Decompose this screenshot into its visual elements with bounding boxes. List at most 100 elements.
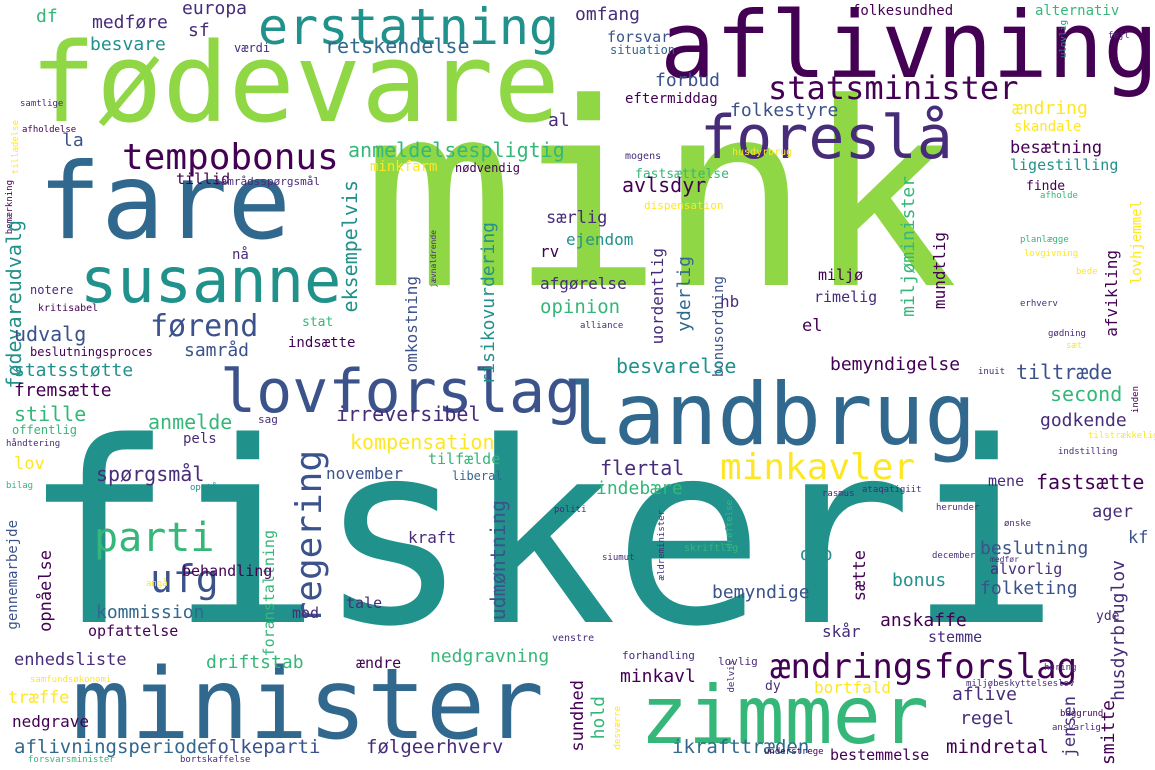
word-bilag: bilag xyxy=(6,481,34,491)
word-miljo: miljø xyxy=(818,266,864,284)
word-fremsaette: fremsætte xyxy=(14,380,112,401)
word-stat: stat xyxy=(302,315,334,330)
word-kritisabel: kritisabel xyxy=(38,303,99,314)
word-opfattelse: opfattelse xyxy=(88,622,179,640)
word-sf: sf xyxy=(188,20,210,41)
word-statsstotte: statsstøtte xyxy=(14,360,134,381)
word-miljobeskyttelseslov: miljøbeskyttelseslov xyxy=(966,679,1075,689)
word-erhverv: erhverv xyxy=(1020,299,1058,309)
word-behandling: behandling xyxy=(182,562,273,580)
word-regel: regel xyxy=(960,708,1015,729)
word-jaevnaldrende: jævnaldrende xyxy=(429,230,438,288)
word-ataqatigiit: ataqatigiit xyxy=(862,485,922,495)
word-medfor: medfør xyxy=(990,555,1019,564)
word-ufg: ufg xyxy=(150,557,219,601)
word-november: november xyxy=(326,464,404,483)
word-indsaette: indsætte xyxy=(288,335,356,351)
word-irreversibel: irreversibel xyxy=(336,402,481,426)
word-indebaere: indebære xyxy=(596,478,683,499)
word-tillid: tillid xyxy=(176,170,231,188)
word-erstatning: erstatning xyxy=(258,0,560,56)
word-notere: notere xyxy=(30,283,74,297)
word-lov: lov xyxy=(14,454,45,474)
word-driftstab: driftstab xyxy=(206,652,304,673)
word-hold: hold xyxy=(588,696,609,740)
word-parti: parti xyxy=(94,515,215,561)
word-foranstaltning: foranstaltning xyxy=(260,530,278,657)
word-afholdelse: afholdelse xyxy=(22,125,77,135)
word-fastsaette: fastsætte xyxy=(1036,470,1145,494)
word-kompensation: kompensation xyxy=(350,430,495,454)
word-al: al xyxy=(548,110,570,131)
word-mink: mink xyxy=(362,49,958,346)
word-fejl: fejl xyxy=(1108,31,1130,41)
word-skriftlig: skriftlig xyxy=(684,543,739,554)
word-retskendelse: retskendelse xyxy=(325,34,470,58)
word-opstaa: opstå xyxy=(190,483,218,493)
word-stille: stille xyxy=(14,402,87,426)
word-la: la xyxy=(62,130,84,151)
word-smitte: smitte xyxy=(1098,700,1119,766)
word-drafteise: drøftelse xyxy=(725,500,735,549)
word-offentlig: offentlig xyxy=(12,423,78,437)
word-inuit: inuit xyxy=(978,367,1006,377)
word-saette: sætte xyxy=(850,550,870,602)
word-spm: spørgsmål xyxy=(96,462,205,486)
word-susanne: susanne xyxy=(80,244,342,317)
word-dispensation: dispensation xyxy=(644,199,724,212)
word-ligestilling: ligestilling xyxy=(1010,156,1119,174)
word-fodevare: fødevare xyxy=(30,19,560,147)
word-enhedsliste: enhedsliste xyxy=(14,650,127,670)
word-ager: ager xyxy=(1092,502,1133,522)
word-aflivningsperiode: aflivningsperiode xyxy=(14,736,209,758)
word-kraft: kraft xyxy=(408,528,457,547)
word-besvare: besvare xyxy=(90,34,166,55)
word-saerlig: særlig xyxy=(546,208,608,228)
word-saemtlige: samtlige xyxy=(20,99,64,109)
word-ulovlig: ulovlig xyxy=(1059,20,1069,58)
word-godkende: godkende xyxy=(1040,410,1127,431)
word-ikrafttraeden: ikrafttræden xyxy=(672,736,810,758)
word-tilstraekkelig: tilstrækkelig xyxy=(1088,431,1155,441)
word-anmeldelsespligtig: anmeldelsespligtig xyxy=(348,138,565,162)
word-bortfald: bortfald xyxy=(814,678,892,697)
word-lovforslag: lovforslag xyxy=(220,357,582,427)
word-folgeerhverv: følgeerhverv xyxy=(366,736,504,758)
word-aflivning: aflivning xyxy=(660,0,1155,99)
word-desvaerre: desværre xyxy=(613,706,623,750)
word-tempobonus: tempobonus xyxy=(122,137,339,178)
word-omfang: omfang xyxy=(575,4,641,25)
word-bestemmelse: bestemmelse xyxy=(830,746,930,764)
word-bemyndige: bemyndige xyxy=(712,582,810,603)
word-uordentlig: uordentlig xyxy=(648,248,667,345)
word-yderlig: yderlig xyxy=(674,256,695,332)
word-lovlig: lovlig xyxy=(718,655,758,668)
word-anskaffe: anskaffe xyxy=(880,610,967,631)
word-samraad: samråd xyxy=(184,340,250,361)
word-minkfarm: minkfarm xyxy=(370,159,438,175)
word-fastsaettelse: fastsættelse xyxy=(635,167,729,182)
word-stemme: stemme xyxy=(928,628,983,646)
word-bonus: bonus xyxy=(892,570,947,591)
word-kommission: kommission xyxy=(96,602,205,623)
word-tilfaelde: tilfælde xyxy=(428,450,501,468)
word-afholde: afholde xyxy=(1040,191,1078,201)
word-avlsdyr: avlsdyr xyxy=(622,173,707,197)
word-anmelde: anmelde xyxy=(148,410,233,434)
word-sag: sag xyxy=(258,413,278,426)
word-bortskaffelse: bortskaffelse xyxy=(180,755,251,765)
word-statsminister: statsminister xyxy=(768,69,1019,107)
word-dy: dy xyxy=(765,679,781,694)
word-traeffe: træffe xyxy=(8,688,70,708)
word-jensen: jensen xyxy=(1060,696,1080,758)
word-baggrund: baggrund xyxy=(1060,709,1104,719)
word-minkavler: minkavler xyxy=(720,447,916,488)
word-kf: kf xyxy=(1128,528,1149,548)
word-minister: minister xyxy=(72,648,545,762)
word-yde: yde xyxy=(1096,609,1120,624)
word-bede: bede xyxy=(1076,267,1098,277)
word-indstilling: indstilling xyxy=(1058,447,1118,457)
word-nedgrave: nedgrave xyxy=(12,712,90,731)
word-forsvar: forsvar xyxy=(607,28,671,46)
